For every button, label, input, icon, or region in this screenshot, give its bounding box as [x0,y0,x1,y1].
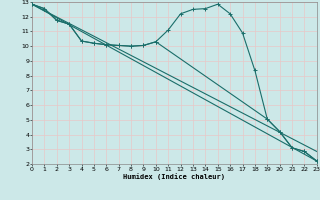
X-axis label: Humidex (Indice chaleur): Humidex (Indice chaleur) [124,173,225,180]
